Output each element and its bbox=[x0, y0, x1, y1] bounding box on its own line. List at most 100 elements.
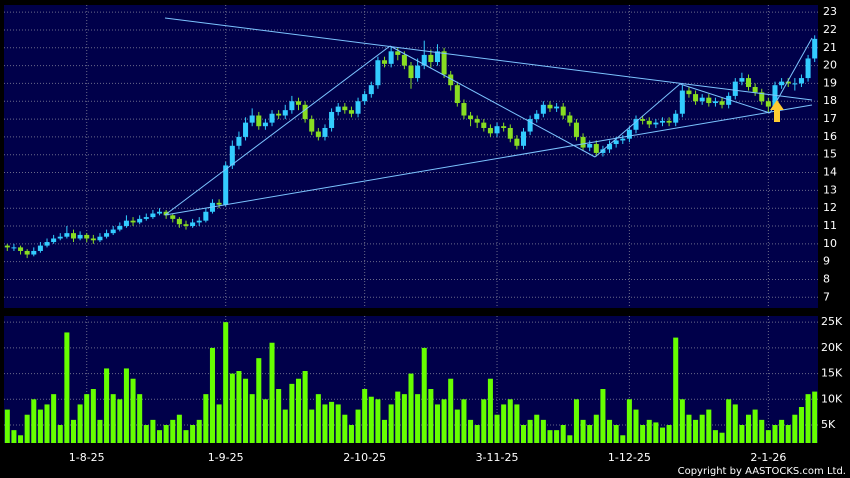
trendline bbox=[594, 83, 681, 158]
volume-bar bbox=[679, 399, 685, 443]
volume-bar bbox=[461, 399, 467, 443]
candle-body bbox=[712, 101, 718, 104]
candle-body bbox=[322, 127, 328, 137]
volume-bar bbox=[580, 419, 586, 443]
candle-body bbox=[580, 136, 586, 148]
candle-body bbox=[792, 83, 798, 85]
volume-bar bbox=[573, 399, 579, 443]
candle-body bbox=[494, 126, 500, 134]
candle-body bbox=[223, 165, 229, 205]
volume-bar bbox=[686, 414, 692, 443]
volume-bar bbox=[216, 404, 222, 443]
candle-body bbox=[335, 106, 341, 112]
volume-bar bbox=[315, 394, 321, 443]
candle-body bbox=[348, 110, 354, 114]
volume-bar bbox=[408, 373, 414, 443]
candle-body bbox=[547, 104, 553, 109]
x-tick-label: 3-11-25 bbox=[476, 451, 519, 464]
y-tick-label: 19 bbox=[823, 76, 837, 89]
marks: 7 8 9 10 11 12 13 14 15 16 17 18 19 20 21 22 23 5K 10K 15K 2… bbox=[4, 5, 843, 464]
y-tick-label: 17 bbox=[823, 112, 837, 125]
candle-body bbox=[461, 103, 467, 116]
candle-body bbox=[236, 136, 242, 146]
candle-body bbox=[805, 58, 811, 79]
volume-bar bbox=[759, 419, 765, 443]
candle-body bbox=[342, 106, 348, 111]
candle-body bbox=[719, 101, 725, 105]
volume-bar bbox=[415, 394, 421, 443]
candle-body bbox=[229, 145, 235, 166]
volume-bar bbox=[699, 414, 705, 443]
y-tick-label: 21 bbox=[823, 41, 837, 54]
volume-bar bbox=[295, 378, 302, 443]
volume-bar bbox=[540, 419, 546, 443]
volume-bar bbox=[176, 414, 182, 443]
volume-bar bbox=[600, 389, 606, 443]
volume-bar bbox=[170, 419, 176, 443]
candle-body bbox=[137, 218, 143, 223]
volume-bar bbox=[137, 394, 143, 443]
candle-body bbox=[216, 202, 222, 205]
candle-body bbox=[587, 144, 593, 148]
volume-bar bbox=[190, 425, 196, 443]
y-tick-label: 23 bbox=[823, 5, 837, 18]
volume-bar bbox=[77, 404, 83, 443]
volume-bar bbox=[779, 419, 785, 443]
trendline bbox=[164, 104, 813, 216]
volume-bar bbox=[514, 404, 520, 443]
candle-body bbox=[70, 233, 77, 239]
candle-body bbox=[37, 245, 43, 251]
volume-bar bbox=[527, 419, 533, 443]
volume-bar bbox=[567, 435, 573, 443]
candle-body bbox=[481, 122, 487, 128]
y-tick-label: 8 bbox=[823, 272, 830, 285]
volume-bar bbox=[24, 414, 30, 443]
candle-body bbox=[276, 113, 282, 116]
volume-bar bbox=[752, 409, 758, 443]
volume-bar bbox=[772, 425, 778, 443]
candle-body bbox=[309, 119, 315, 132]
candle-body bbox=[428, 54, 434, 63]
trendlines bbox=[164, 17, 813, 216]
candle-body bbox=[4, 245, 10, 248]
volume-bar bbox=[348, 425, 354, 443]
volume-bar bbox=[554, 430, 560, 443]
candle-body bbox=[243, 122, 249, 137]
volume-bar bbox=[276, 389, 282, 443]
y2-tick-label: 15K bbox=[821, 367, 843, 380]
candle-body bbox=[190, 222, 196, 227]
x-tick-label: 2-1-26 bbox=[750, 451, 786, 464]
volume-bar bbox=[739, 425, 745, 443]
candle-body bbox=[653, 122, 659, 125]
volume-bar bbox=[196, 419, 202, 443]
candle-body bbox=[421, 54, 427, 66]
volume-bar bbox=[70, 419, 77, 443]
candle-body bbox=[203, 211, 209, 221]
volume-bar bbox=[474, 425, 480, 443]
candle-body bbox=[282, 110, 288, 116]
volume-bar bbox=[765, 430, 771, 443]
volume-bar bbox=[143, 425, 149, 443]
candle-body bbox=[362, 94, 368, 102]
y-tick-label: 10 bbox=[823, 237, 837, 250]
candle-body bbox=[560, 106, 566, 116]
copyright: Copyright by AASTOCKS.com Ltd. bbox=[678, 466, 846, 477]
candle-body bbox=[157, 211, 163, 214]
volume-bar bbox=[249, 394, 255, 443]
candle-body bbox=[600, 149, 606, 153]
candle-body bbox=[640, 119, 646, 121]
volume-bar bbox=[732, 404, 738, 443]
candle-body bbox=[375, 60, 381, 86]
trendline bbox=[164, 45, 391, 216]
volume-bar bbox=[706, 409, 712, 443]
volume-bar bbox=[130, 378, 136, 443]
candle-body bbox=[31, 250, 37, 255]
y-tick-label: 7 bbox=[823, 290, 830, 303]
candle-body bbox=[388, 51, 394, 64]
candle-body bbox=[507, 127, 513, 139]
volume-bar bbox=[434, 404, 440, 443]
trendline bbox=[679, 83, 771, 114]
candle-body bbox=[779, 81, 785, 86]
volume-bar bbox=[454, 409, 460, 443]
volume-bar bbox=[395, 391, 401, 443]
